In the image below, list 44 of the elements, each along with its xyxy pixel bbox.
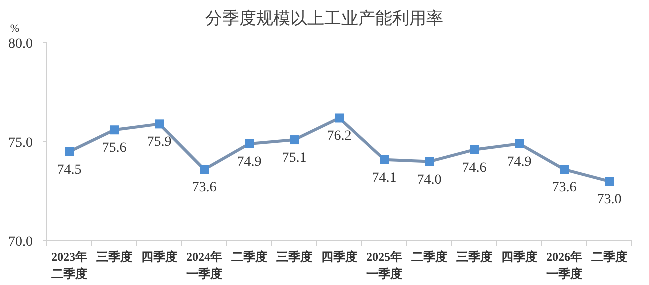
y-tick-label: 75.0	[8, 136, 33, 151]
x-tick-label: 三季度	[276, 250, 312, 264]
point	[155, 120, 164, 129]
y-tick-label: 70.0	[8, 235, 33, 250]
data-label: 75.6	[102, 141, 127, 156]
x-tick-label: 四季度	[322, 250, 358, 264]
point	[110, 126, 119, 135]
point	[290, 136, 299, 145]
data-label: 73.0	[597, 192, 622, 208]
data-label: 74.1	[372, 170, 397, 186]
point	[425, 157, 434, 166]
x-tick-label: 2026年一季度	[546, 250, 582, 281]
x-tick-label: 二季度	[412, 250, 448, 264]
point	[380, 155, 389, 164]
x-tick-label: 2025年一季度	[366, 250, 402, 281]
data-label: 74.9	[507, 154, 532, 170]
x-tick-label: 二季度	[592, 250, 628, 264]
chart-title: 分季度规模以上工业产能利用率	[206, 9, 444, 29]
data-label: 73.6	[192, 180, 217, 196]
x-tick-label: 2023年二季度	[52, 250, 88, 281]
data-label: 75.9	[147, 135, 172, 150]
point	[470, 145, 479, 154]
x-tick-label: 三季度	[96, 250, 132, 264]
point	[515, 139, 524, 148]
x-tick-label: 2024年一季度	[186, 250, 222, 281]
x-tick-label: 二季度	[232, 250, 268, 264]
x-tick-label: 四季度	[502, 250, 538, 264]
data-label: 74.9	[237, 154, 262, 170]
point	[200, 165, 209, 174]
y-tick-label: 80.0	[8, 37, 33, 52]
point	[245, 139, 254, 148]
point	[335, 114, 344, 123]
y-axis-title: %	[10, 23, 20, 35]
point	[605, 177, 614, 186]
data-label: 76.2	[327, 129, 352, 144]
data-label: 73.6	[552, 180, 577, 196]
data-label: 74.0	[417, 172, 442, 188]
point	[560, 165, 569, 174]
x-tick-label: 三季度	[456, 250, 492, 264]
data-label: 74.5	[57, 162, 82, 178]
point	[65, 147, 74, 156]
data-label: 74.6	[462, 160, 487, 176]
data-label: 75.1	[282, 151, 307, 166]
x-tick-label: 四季度	[142, 250, 178, 264]
